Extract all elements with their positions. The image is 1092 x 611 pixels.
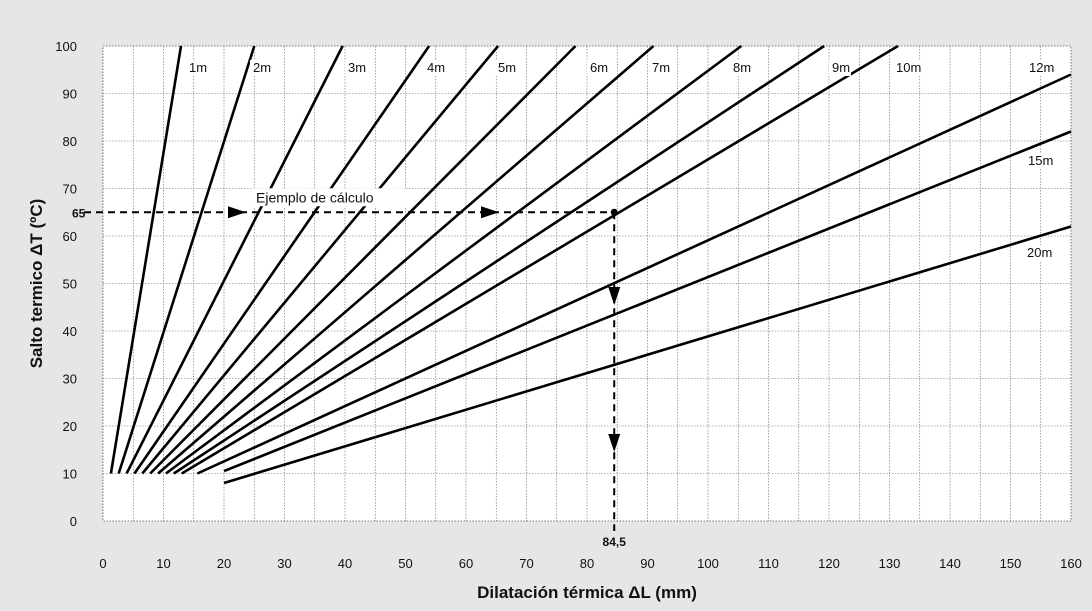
series-line-4m xyxy=(133,45,431,475)
example-label-bg xyxy=(252,188,406,207)
x-tick-label: 60 xyxy=(459,556,473,571)
x-tick-label: 50 xyxy=(398,556,412,571)
y-tick-label: 0 xyxy=(70,514,77,529)
x-tick-label: 120 xyxy=(818,556,840,571)
series-label-10m: 10m xyxy=(896,60,921,75)
series-label-20m: 20m xyxy=(1027,245,1052,260)
x-tick-label: 160 xyxy=(1060,556,1082,571)
x-tick-label: 150 xyxy=(1000,556,1022,571)
x-tick-label: 110 xyxy=(758,556,779,571)
y-tick-label: 90 xyxy=(63,87,77,102)
series-label-1m: 1m xyxy=(189,60,207,75)
y-tick-label: 40 xyxy=(63,324,77,339)
x-tick-label: 40 xyxy=(338,556,352,571)
example-label: Ejemplo de cálculo xyxy=(256,189,374,205)
series-line-8m xyxy=(165,44,743,475)
x-tick-label: 130 xyxy=(879,556,901,571)
y-tick-label: 100 xyxy=(55,39,77,54)
y-tick-label: 10 xyxy=(63,467,77,482)
x-tick-label: 80 xyxy=(580,556,594,571)
x-tick-label: 10 xyxy=(156,556,170,571)
series-label-bg xyxy=(495,60,517,76)
x-tick-label: 140 xyxy=(939,556,961,571)
series-label-bg xyxy=(186,60,208,76)
y-tick-label: 20 xyxy=(63,419,77,434)
arrow-right-2 xyxy=(481,206,499,219)
series-label-5m: 5m xyxy=(498,60,516,75)
x-tick-label: 20 xyxy=(217,556,231,571)
series-label-bg xyxy=(1025,153,1055,169)
series-label-4m: 4m xyxy=(427,60,445,75)
x-tick-label: 70 xyxy=(519,556,533,571)
x-tick-label: 0 xyxy=(99,556,106,571)
example-point xyxy=(610,208,618,216)
series-label-bg xyxy=(1024,245,1054,261)
series-label-bg xyxy=(1026,60,1056,76)
series-line-20m xyxy=(223,225,1072,485)
series-label-2m: 2m xyxy=(253,60,271,75)
series-label-bg xyxy=(649,60,671,76)
example-x-value: 84,5 xyxy=(603,535,627,549)
series-label-bg xyxy=(345,60,367,76)
series-line-12m xyxy=(196,73,1072,475)
series-label-9m: 9m xyxy=(832,60,850,75)
arrow-down-1 xyxy=(608,287,621,305)
series-line-1m xyxy=(109,45,183,474)
x-tick-label: 100 xyxy=(697,556,719,571)
series-group: 1m 2m 3m 4m 5m 6m 7m 8m 9m 10m 12m 15m 20m xyxy=(109,44,1072,485)
series-label-bg xyxy=(829,60,851,76)
series-line-15m xyxy=(223,130,1072,473)
series-label-3m: 3m xyxy=(348,60,366,75)
y-tick-label: 60 xyxy=(63,229,77,244)
y-tick-label: 70 xyxy=(63,182,77,197)
y-tick-label: 50 xyxy=(63,277,77,292)
series-line-7m xyxy=(157,45,655,475)
series-label-7m: 7m xyxy=(652,60,670,75)
y-axis-title: Salto termico ΔT (ºC) xyxy=(27,199,46,369)
series-label-bg xyxy=(893,60,923,76)
example-annotation: 65 84,5 Ejemplo de cálculo xyxy=(72,188,626,549)
series-line-5m xyxy=(141,45,500,475)
series-label-6m: 6m xyxy=(590,60,608,75)
series-label-bg xyxy=(730,60,752,76)
series-line-2m xyxy=(117,45,256,474)
x-axis-title: Dilatación térmica ΔL (mm) xyxy=(477,583,697,602)
series-label-bg xyxy=(587,60,609,76)
series-line-10m xyxy=(181,44,899,475)
arrow-down-2 xyxy=(608,434,621,452)
series-label-bg xyxy=(424,60,446,76)
plot-frame xyxy=(102,45,1072,522)
y-tick-label: 30 xyxy=(63,372,77,387)
series-line-3m xyxy=(125,45,344,475)
series-label-8m: 8m xyxy=(733,60,751,75)
x-tick-label: 30 xyxy=(277,556,291,571)
series-line-6m xyxy=(149,45,577,475)
series-label-15m: 15m xyxy=(1028,153,1053,168)
series-label-bg xyxy=(250,60,272,76)
series-label-12m: 12m xyxy=(1029,60,1054,75)
arrow-right-1 xyxy=(228,206,246,219)
y-tick-label: 80 xyxy=(63,134,77,149)
series-line-9m xyxy=(173,44,825,475)
x-tick-label: 90 xyxy=(640,556,654,571)
example-y-value: 65 xyxy=(72,206,86,220)
